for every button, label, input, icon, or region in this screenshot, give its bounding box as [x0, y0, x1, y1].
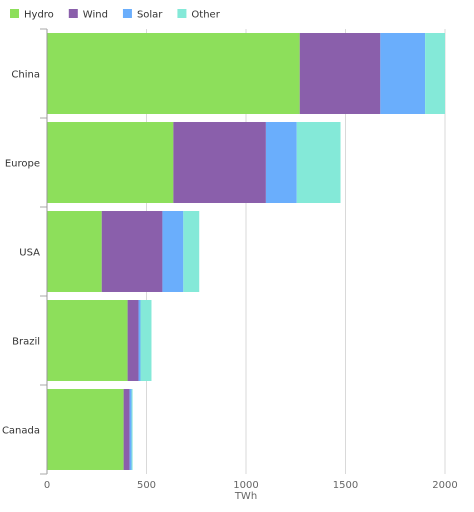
bar-usa-wind[interactable] [101, 211, 163, 292]
legend-label-hydro[interactable]: Hydro [24, 10, 54, 21]
bar-usa-other[interactable] [183, 211, 200, 292]
legend-swatch-wind[interactable] [68, 9, 78, 18]
bar-china-wind[interactable] [299, 33, 381, 114]
bar-europe-other[interactable] [296, 122, 341, 203]
x-axis-title: TWh [234, 491, 257, 502]
bar-china-other[interactable] [425, 33, 445, 114]
legend-label-other[interactable]: Other [191, 10, 220, 21]
bar-brazil-hydro[interactable] [47, 300, 128, 381]
legend: Hydro Wind Solar Other [10, 9, 221, 21]
bar-china-solar[interactable] [380, 33, 426, 114]
bar-brazil-other[interactable] [140, 300, 152, 381]
bar-canada-solar[interactable] [129, 389, 132, 470]
bar-canada-hydro[interactable] [47, 389, 124, 470]
legend-swatch-other[interactable] [177, 9, 187, 18]
legend-label-solar[interactable]: Solar [137, 10, 163, 21]
bars [47, 33, 445, 470]
legend-swatch-solar[interactable] [122, 9, 132, 18]
x-tick-label-1500: 1500 [333, 480, 358, 491]
bar-china-hydro[interactable] [47, 33, 300, 114]
y-tick-label-europe: Europe [5, 159, 40, 170]
bar-usa-solar[interactable] [162, 211, 184, 292]
y-tick-label-china: China [11, 70, 40, 81]
legend-label-wind[interactable]: Wind [83, 10, 108, 21]
bar-canada-other[interactable] [131, 389, 133, 470]
bar-brazil-wind[interactable] [127, 300, 139, 381]
bar-brazil-solar[interactable] [138, 300, 141, 381]
bar-europe-hydro[interactable] [47, 122, 174, 203]
y-tick-label-canada: Canada [2, 426, 40, 437]
bar-europe-wind[interactable] [173, 122, 266, 203]
axes: 0 500 1000 1500 2000 China Europe USA Brazil Cana… [2, 28, 458, 491]
bar-europe-solar[interactable] [265, 122, 297, 203]
legend-swatch-hydro[interactable] [10, 9, 19, 18]
x-tick-label-0: 0 [44, 480, 50, 491]
bar-canada-wind[interactable] [123, 389, 130, 470]
x-tick-label-1000: 1000 [233, 480, 258, 491]
bar-usa-hydro[interactable] [47, 211, 102, 292]
x-tick-label-500: 500 [137, 480, 156, 491]
x-tick-label-2000: 2000 [432, 480, 457, 491]
y-tick-label-usa: USA [19, 248, 40, 259]
y-tick-label-brazil: Brazil [12, 337, 40, 348]
